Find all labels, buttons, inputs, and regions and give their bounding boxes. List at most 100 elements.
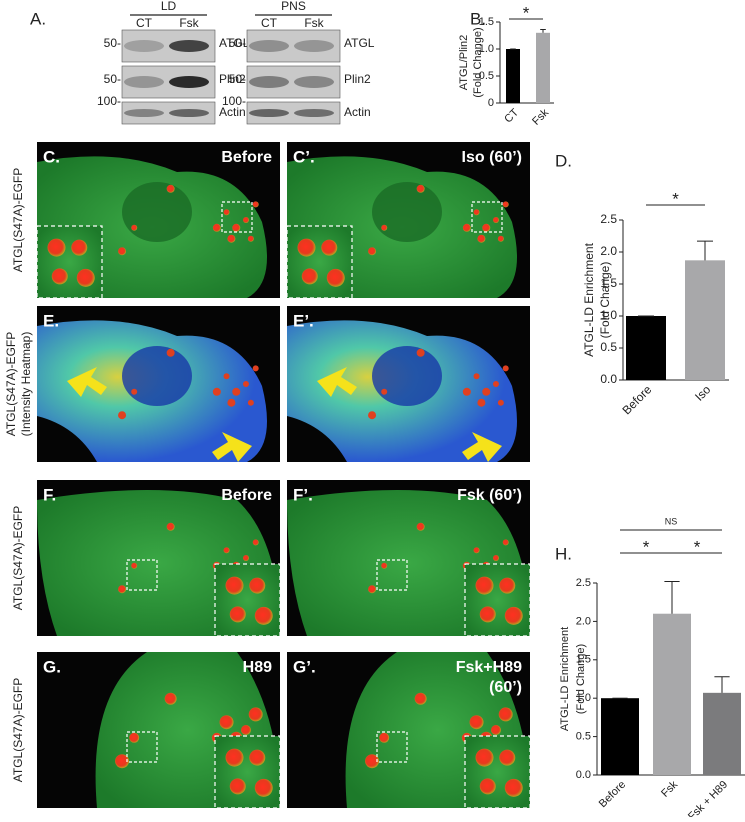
- significance-label: *: [643, 537, 650, 556]
- lipid-droplet: [473, 209, 480, 216]
- row-label: ATGL: [344, 36, 375, 50]
- band: [124, 40, 164, 52]
- lipid-droplet: [229, 606, 246, 623]
- roi-box: [126, 731, 158, 763]
- lipid-droplet: [504, 778, 523, 797]
- lipid-droplet: [248, 707, 263, 722]
- lipid-droplet: [227, 398, 236, 407]
- lipid-droplet: [368, 411, 377, 420]
- x-tick-label: CT: [502, 106, 521, 125]
- lipid-droplet: [301, 268, 318, 285]
- y-tick-label: 1.5: [479, 16, 494, 28]
- y-axis-label: (Fold Change): [575, 644, 587, 714]
- condition-label: Fsk+H89: [456, 659, 522, 676]
- lipid-droplet: [212, 223, 221, 232]
- panel-label: C’.: [293, 147, 315, 166]
- lipid-droplet: [76, 268, 95, 287]
- lipid-droplet: [326, 268, 345, 287]
- band: [294, 76, 334, 88]
- lipid-droplet: [249, 749, 266, 766]
- x-tick-label: Fsk: [530, 106, 551, 127]
- roi-box: [376, 559, 408, 591]
- lipid-droplet: [118, 585, 127, 594]
- band: [249, 76, 289, 88]
- lipid-droplet: [166, 184, 175, 193]
- y-tick-label: 1.0: [600, 308, 617, 322]
- inset: [464, 563, 531, 637]
- bar: [653, 613, 691, 775]
- lipid-droplet: [368, 247, 377, 256]
- lipid-droplet: [416, 184, 425, 193]
- lipid-droplet: [223, 547, 230, 554]
- inset: [464, 735, 531, 809]
- blot: [121, 101, 216, 125]
- lipid-droplet: [365, 754, 380, 769]
- row-label: Actin: [344, 105, 371, 119]
- roi-box: [376, 731, 408, 763]
- y-axis-label: ATGL-LD Enrichment: [559, 627, 571, 731]
- lipid-droplet: [242, 381, 249, 387]
- y-tick-label: 1.0: [576, 692, 591, 704]
- lipid-droplet: [492, 381, 499, 387]
- lipid-droplet: [232, 223, 241, 232]
- condition-label: Fsk (60’): [457, 487, 522, 504]
- bar: [601, 698, 639, 775]
- lipid-droplet: [416, 522, 425, 531]
- lipid-droplet: [502, 201, 509, 208]
- side-label: (Intensity Heatmap): [19, 332, 33, 437]
- condition-label: Before: [221, 149, 272, 166]
- lipid-droplet: [247, 399, 254, 406]
- lipid-droplet: [475, 748, 494, 767]
- lipid-droplet: [252, 201, 259, 208]
- mw-marker: 100-: [97, 94, 121, 108]
- band: [124, 109, 164, 117]
- lipid-droplet: [227, 234, 236, 243]
- y-tick-label: 0.5: [600, 340, 617, 354]
- band: [249, 40, 289, 52]
- lane-label: Fsk: [304, 16, 324, 30]
- lipid-droplet: [482, 387, 491, 396]
- x-tick-label: Iso: [692, 382, 713, 403]
- error-bar: [664, 580, 680, 614]
- lipid-droplet: [473, 373, 480, 380]
- arrow: [212, 432, 252, 462]
- lipid-droplet: [469, 715, 484, 730]
- panel-label: G.: [43, 657, 61, 676]
- lipid-droplet: [321, 239, 338, 256]
- lipid-droplet: [242, 555, 249, 561]
- inset: [214, 563, 281, 637]
- lipid-droplet: [166, 348, 175, 357]
- arrow: [67, 367, 107, 397]
- mw-marker: 100-: [222, 94, 246, 108]
- nucleus: [122, 346, 192, 406]
- bar: [703, 692, 741, 775]
- lipid-droplet: [131, 388, 138, 395]
- panel-label: D.: [555, 151, 572, 170]
- error-bar: [714, 676, 730, 693]
- lipid-droplet: [479, 778, 496, 795]
- lipid-droplet: [416, 348, 425, 357]
- condition-label: Iso (60’): [462, 149, 522, 166]
- band: [169, 40, 209, 52]
- mw-marker: 50-: [104, 72, 121, 86]
- panel-label: C.: [43, 147, 60, 166]
- panel-label: F.: [43, 485, 56, 504]
- lipid-droplet: [254, 778, 273, 797]
- y-tick-label: 0.0: [600, 372, 617, 386]
- band: [169, 76, 209, 88]
- bar: [685, 260, 725, 380]
- significance-label: *: [672, 189, 679, 208]
- arrow: [462, 432, 502, 462]
- side-label: ATGL(S47A)-EGFP: [11, 678, 25, 782]
- lipid-droplet: [47, 238, 66, 257]
- y-tick-label: 2.0: [600, 244, 617, 258]
- lipid-droplet: [499, 577, 516, 594]
- blot: [246, 101, 341, 125]
- x-tick-label: Before: [597, 779, 628, 810]
- lipid-droplet: [492, 217, 499, 223]
- lipid-droplet: [118, 411, 127, 420]
- lipid-droplet: [247, 235, 254, 242]
- y-axis-label: ATGL/Plin2: [458, 35, 470, 90]
- band: [294, 109, 334, 117]
- roi-box: [471, 201, 503, 233]
